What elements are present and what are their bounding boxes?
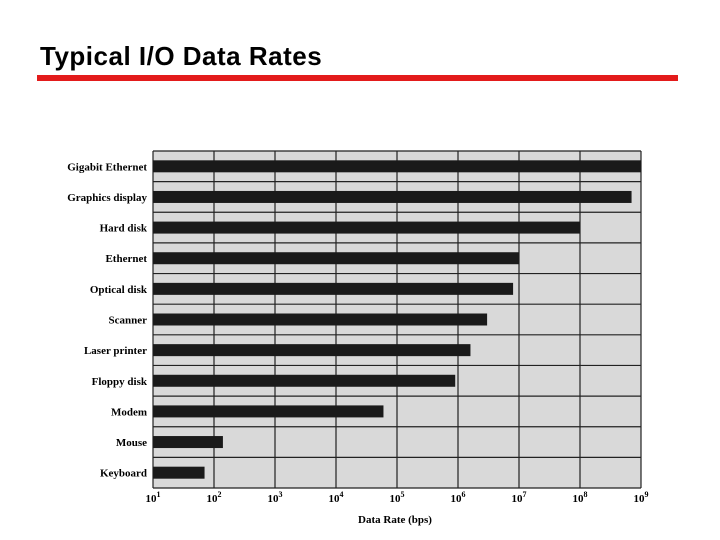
x-tick-label: 108 (573, 490, 588, 505)
x-axis-label: Data Rate (bps) (358, 514, 432, 526)
category-label: Modem (111, 406, 147, 418)
x-tick-label: 106 (451, 490, 466, 505)
category-label: Gigabit Ethernet (67, 161, 147, 173)
bar (153, 252, 519, 265)
bar (153, 221, 580, 234)
x-tick-label: 107 (512, 490, 527, 505)
category-label: Laser printer (84, 345, 147, 357)
category-label: Scanner (109, 315, 148, 327)
bar (153, 313, 488, 326)
category-label: Keyboard (100, 468, 147, 480)
bar (153, 282, 514, 295)
x-tick-label: 102 (207, 490, 222, 505)
category-label: Mouse (116, 437, 147, 449)
x-tick-label: 109 (634, 490, 649, 505)
category-label: Graphics display (67, 192, 147, 204)
category-label: Floppy disk (92, 376, 148, 388)
category-label: Hard disk (100, 223, 148, 235)
category-label: Ethernet (105, 253, 147, 265)
x-tick-label: 103 (268, 490, 283, 505)
bar (153, 405, 384, 418)
bar (153, 466, 205, 479)
bar (153, 436, 223, 449)
bar (153, 344, 471, 357)
bar (153, 160, 641, 173)
bar (153, 374, 456, 387)
x-tick-label: 101 (146, 490, 161, 505)
bar (153, 190, 632, 203)
x-tick-label: 105 (390, 490, 405, 505)
x-tick-label: 104 (329, 490, 344, 505)
category-label: Optical disk (90, 284, 148, 296)
slide-title: Typical I/O Data Rates (40, 41, 323, 71)
title-rule (37, 75, 678, 81)
